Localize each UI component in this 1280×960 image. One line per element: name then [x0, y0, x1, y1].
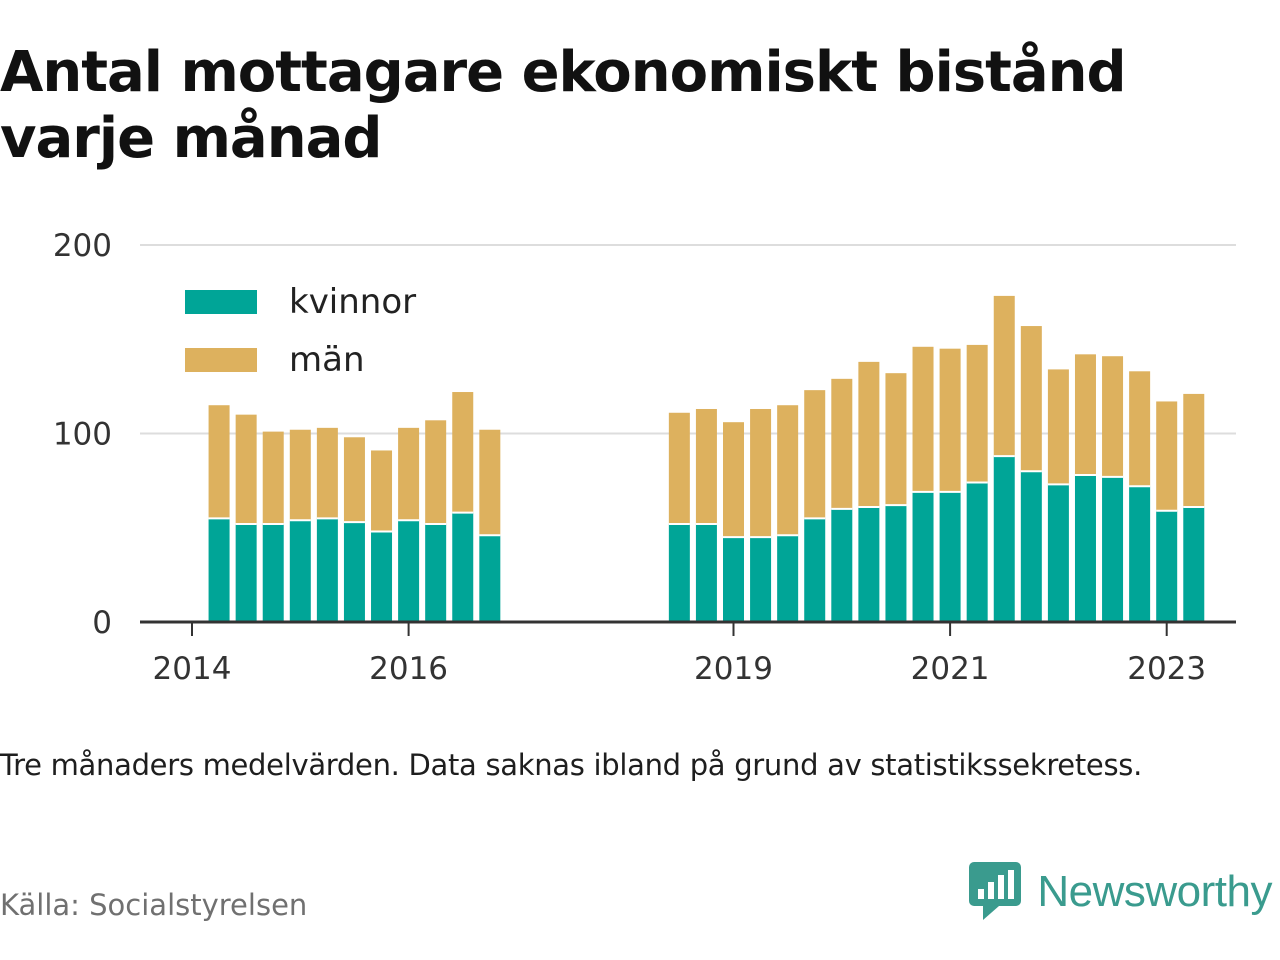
bar-kvinnor-2018-Q4: [695, 523, 717, 622]
bar-kvinnor-2021-Q3: [993, 456, 1015, 622]
bar-man-2014-Q2: [208, 405, 230, 519]
bar-kvinnor-2016-Q2: [425, 523, 447, 622]
bar-kvinnor-2016-Q1: [398, 520, 420, 622]
x-tick-label: 2019: [694, 651, 773, 687]
bar-kvinnor-2020-Q3: [885, 505, 907, 622]
bar-kvinnor-2019-Q3: [777, 535, 799, 622]
bar-man-2019-Q3: [777, 405, 799, 536]
bar-man-2019-Q1: [723, 422, 744, 538]
bar-man-2015-Q3: [343, 437, 365, 523]
bar-man-2022-Q4: [1129, 371, 1151, 487]
bar-kvinnor-2022-Q1: [1047, 484, 1069, 622]
bar-man-2022-Q3: [1102, 356, 1124, 477]
bar-man-2018-Q4: [695, 408, 717, 524]
bar-man-2014-Q3: [235, 414, 257, 524]
legend-swatch-man: [185, 348, 257, 372]
bar-kvinnor-2020-Q2: [858, 507, 880, 622]
bar-man-2020-Q2: [858, 361, 880, 508]
bar-kvinnor-2023-Q2: [1183, 507, 1205, 622]
x-tick-label: 2014: [153, 651, 232, 687]
bar-kvinnor-2016-Q4: [479, 535, 501, 622]
bar-kvinnor-2022-Q3: [1102, 476, 1124, 622]
bar-man-2016-Q3: [452, 392, 474, 513]
bar-kvinnor-2019-Q1: [723, 537, 744, 622]
bar-man-2015-Q1: [289, 429, 311, 521]
bar-man-2015-Q2: [316, 427, 338, 519]
x-tick-label: 2016: [369, 651, 448, 687]
y-axis: 0 100 200: [53, 228, 112, 641]
newsworthy-logo-icon: [969, 862, 1022, 920]
source-label: Källa: Socialstyrelsen: [0, 888, 308, 922]
bar-kvinnor-2021-Q1: [939, 491, 961, 622]
bar-kvinnor-2023-Q1: [1156, 510, 1178, 622]
bar-kvinnor-2014-Q2: [208, 518, 230, 622]
newsworthy-brand[interactable]: Newsworthy: [969, 862, 1272, 922]
bar-kvinnor-2015-Q2: [316, 518, 338, 622]
bar-kvinnor-2015-Q3: [343, 522, 365, 622]
bar-man-2021-Q2: [966, 344, 988, 483]
chart-note: Tre månaders medelvärden. Data saknas ib…: [0, 748, 1142, 782]
bar-kvinnor-2014-Q4: [262, 523, 284, 622]
bar-man-2021-Q1: [939, 348, 961, 492]
x-tick-label: 2023: [1127, 651, 1206, 687]
bar-kvinnor-2016-Q3: [452, 512, 474, 622]
bar-man-2020-Q3: [885, 373, 907, 506]
bar-man-2019-Q2: [750, 408, 772, 538]
legend-label: kvinnor: [289, 282, 416, 322]
bar-kvinnor-2020-Q1: [831, 508, 853, 622]
bar-man-2016-Q4: [479, 429, 501, 536]
bar-kvinnor-2021-Q4: [1020, 471, 1042, 622]
bar-man-2022-Q1: [1047, 369, 1069, 485]
bar-man-2016-Q2: [425, 420, 447, 524]
bar-kvinnor-2019-Q2: [750, 537, 772, 622]
bar-man-2014-Q4: [262, 431, 284, 524]
bar-kvinnor-2022-Q2: [1074, 474, 1096, 622]
x-tick-label: 2021: [911, 651, 990, 687]
y-tick-label: 200: [53, 228, 112, 264]
bar-man-2016-Q1: [398, 427, 420, 521]
bar-kvinnor-2018-Q3: [668, 523, 690, 622]
x-axis: 2014 2016 2019 2021 2023: [140, 620, 1236, 687]
brand-name: Newsworthy: [1037, 867, 1272, 916]
bar-kvinnor-2021-Q2: [966, 482, 988, 622]
bar-man-2015-Q4: [371, 450, 393, 532]
bar-kvinnor-2015-Q1: [289, 520, 311, 622]
bar-man-2020-Q1: [831, 378, 853, 509]
bar-kvinnor-2015-Q4: [371, 531, 393, 622]
bar-man-2022-Q2: [1074, 354, 1096, 475]
bar-kvinnor-2019-Q4: [804, 518, 826, 622]
legend: kvinnor män: [185, 282, 416, 380]
bar-kvinnor-2022-Q4: [1129, 486, 1151, 622]
bar-man-2021-Q3: [993, 295, 1015, 457]
bar-man-2018-Q3: [668, 412, 690, 524]
chart-title: Antal mottagare ekonomiskt bistånd varje…: [0, 40, 1127, 171]
bar-kvinnor-2014-Q3: [235, 523, 257, 622]
bar-man-2020-Q4: [912, 346, 934, 492]
bar-kvinnor-2020-Q4: [912, 491, 934, 622]
bar-man-2023-Q2: [1183, 393, 1205, 508]
y-tick-label: 0: [92, 605, 112, 641]
bar-man-2021-Q4: [1020, 326, 1042, 472]
bar-man-2023-Q1: [1156, 401, 1178, 511]
legend-label: män: [289, 340, 365, 380]
chart: 0 100 200 2014 2016 2019 2021 2023 kvinnor män: [53, 228, 1236, 687]
y-tick-label: 100: [53, 417, 112, 453]
bars: [208, 295, 1205, 622]
bar-man-2019-Q4: [804, 390, 826, 519]
legend-swatch-kvinnor: [185, 290, 257, 314]
